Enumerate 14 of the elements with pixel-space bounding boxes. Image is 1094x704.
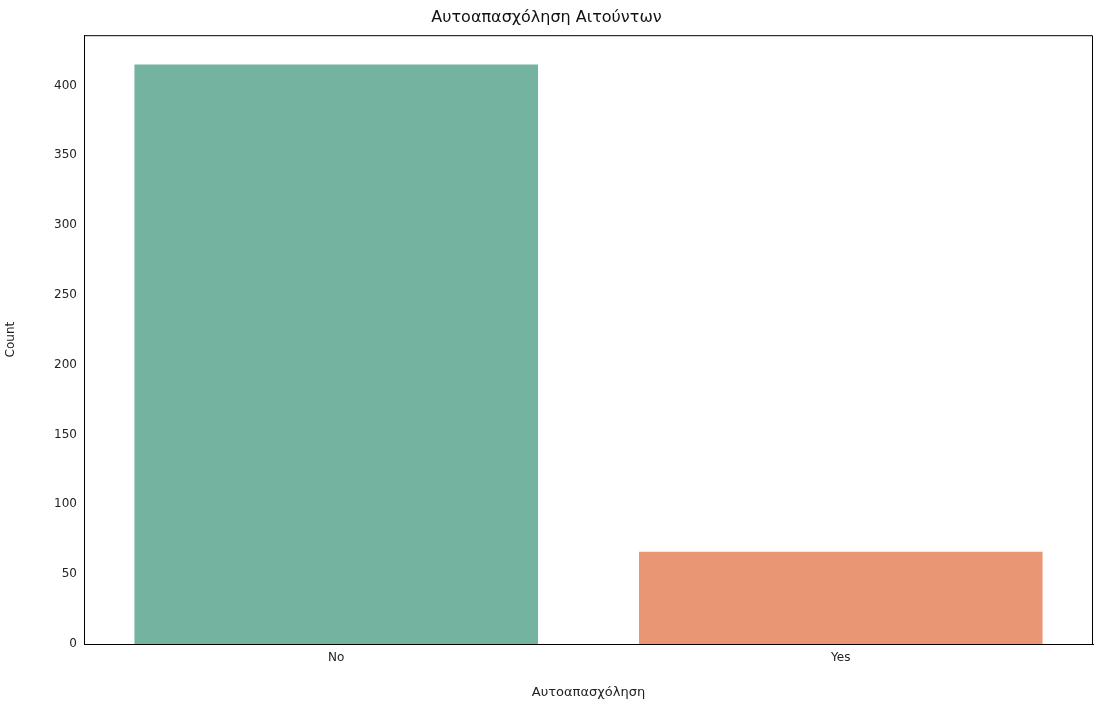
x-tick-label: No	[328, 650, 345, 665]
y-tick-label: 400	[54, 77, 77, 92]
y-axis-title: Count	[3, 321, 18, 358]
x-tick-label: Yes	[830, 650, 851, 665]
y-tick-label: 0	[69, 636, 77, 651]
y-tick-label: 350	[54, 147, 77, 162]
y-tick-label: 300	[54, 217, 77, 232]
y-tick-label: 100	[54, 496, 77, 511]
y-tick-label: 200	[54, 356, 77, 371]
chart-title: Αυτοαπασχόληση Αιτούντων	[431, 6, 662, 26]
y-tick-label: 250	[54, 287, 77, 302]
y-tick-label: 50	[61, 566, 77, 581]
y-tick-label: 150	[54, 426, 77, 441]
x-axis-title: Αυτοαπασχόληση	[531, 683, 646, 699]
